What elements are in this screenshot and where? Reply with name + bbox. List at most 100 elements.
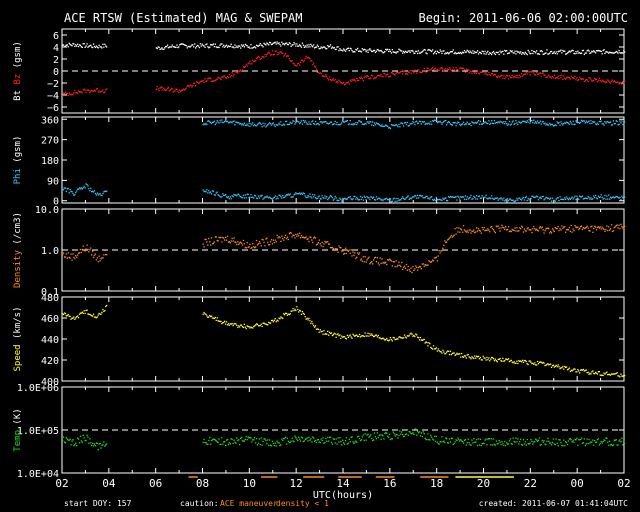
data-point [452,196,454,198]
data-point [384,262,386,264]
data-point [256,197,259,200]
y-tick-label: 6 [53,31,59,42]
data-point [472,442,474,444]
data-point [377,262,379,264]
data-point [255,197,258,199]
data-point [352,251,354,253]
data-point [100,258,102,260]
data-point [436,122,438,124]
data-point [589,122,591,125]
data-point [598,444,600,446]
data-point [613,227,615,229]
data-point [402,435,405,438]
data-point [621,83,623,85]
data-point [359,440,362,442]
data-point [612,196,615,198]
data-point [443,70,445,72]
data-point [282,43,284,45]
data-point [387,339,389,341]
data-point [423,433,425,435]
data-point [583,227,585,230]
data-point [510,359,512,361]
data-point [221,119,223,121]
data-point [400,199,402,201]
data-point [281,317,283,319]
data-point [338,49,340,52]
data-point [582,198,585,200]
data-point [320,121,322,123]
data-point [104,249,106,252]
data-point [476,198,479,200]
data-point [548,440,550,442]
data-point [568,123,570,125]
data-point [520,198,522,201]
data-point [618,50,620,52]
data-point [598,227,600,229]
data-point [285,55,288,57]
data-point [521,120,524,122]
data-point [86,244,88,246]
data-point [310,438,312,440]
data-point [351,255,353,257]
data-point [248,62,250,64]
data-point [473,52,475,54]
data-point [490,122,492,124]
data-point [482,122,484,125]
data-point [588,50,590,52]
data-point [299,192,301,194]
data-point [366,259,368,261]
data-point [103,191,105,193]
data-point [427,67,429,70]
data-point [252,439,254,441]
data-point [307,56,309,58]
data-point [538,122,541,124]
data-point [590,120,592,122]
data-point [169,46,171,48]
data-point [513,75,515,77]
data-point [335,123,337,125]
data-point [511,121,513,123]
data-point [343,252,346,255]
data-point [101,90,103,92]
data-point [280,444,282,446]
data-point [515,53,517,55]
data-point [275,321,277,323]
data-point [589,442,591,444]
data-point [508,198,511,200]
data-point [274,318,276,320]
data-point [523,53,526,55]
data-point [359,50,362,52]
data-point [426,53,428,55]
data-point [218,320,220,322]
data-point [240,124,243,126]
data-point [106,254,108,256]
data-point [501,51,503,53]
data-point [242,326,245,329]
data-point [570,50,572,52]
data-point [497,121,499,123]
data-point [510,230,512,233]
data-point [582,368,585,371]
data-point [441,436,443,438]
data-point [479,71,482,73]
data-point [379,124,381,127]
data-point [411,271,413,274]
data-point [236,437,238,439]
data-point [601,79,603,81]
data-point [303,59,305,62]
data-point [299,64,301,66]
data-point [80,46,82,48]
data-point [330,195,333,197]
data-point [560,49,562,51]
data-point [215,236,217,238]
data-point [369,333,371,335]
data-point [539,361,541,363]
data-point [621,120,623,122]
data-point [610,197,613,199]
data-point [253,439,255,441]
data-point [271,123,274,125]
data-point [378,264,380,266]
data-point [291,60,293,62]
data-point [210,315,213,317]
data-point [236,121,238,123]
